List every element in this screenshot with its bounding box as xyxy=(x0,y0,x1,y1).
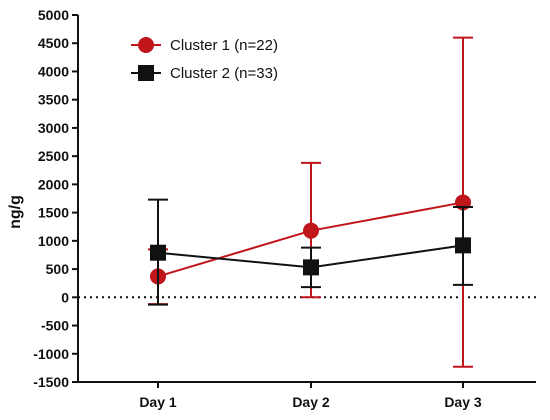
y-tick-label: -1500 xyxy=(33,374,69,390)
legend-marker xyxy=(138,65,154,81)
y-tick-label: 1000 xyxy=(38,233,69,249)
data-point xyxy=(455,237,471,254)
legend-item-2: Cluster 2 (n=33) xyxy=(131,65,278,82)
y-tick-label: 4500 xyxy=(38,35,69,51)
y-tick-label: -500 xyxy=(41,318,69,334)
legend-marker xyxy=(138,37,154,53)
y-tick-label: 4000 xyxy=(38,63,69,79)
y-axis-title: ng/g xyxy=(7,195,24,229)
data-point xyxy=(303,259,319,276)
y-tick-label: -1000 xyxy=(33,346,69,362)
series-1 xyxy=(148,36,473,368)
x-tick-label: Day 3 xyxy=(444,394,482,410)
x-tick-label: Day 1 xyxy=(139,394,177,410)
series-2 xyxy=(148,198,473,306)
y-tick-label: 3500 xyxy=(38,92,69,108)
legend-label: Cluster 2 (n=33) xyxy=(170,65,278,82)
x-tick-label: Day 2 xyxy=(292,394,330,410)
y-tick-label: 5000 xyxy=(38,7,69,23)
axes-layer: 5000450040003500300025002000150010005000… xyxy=(33,7,536,410)
y-tick-label: 2000 xyxy=(38,176,69,192)
legend-item-1: Cluster 1 (n=22) xyxy=(131,37,278,54)
legend: Cluster 1 (n=22) Cluster 2 (n=33) xyxy=(131,37,278,82)
y-tick-label: 3000 xyxy=(38,120,69,136)
y-tick-label: 0 xyxy=(61,289,69,305)
y-tick-label: 1500 xyxy=(38,205,69,221)
data-point xyxy=(150,244,166,261)
y-tick-label: 500 xyxy=(46,261,70,277)
y-tick-label: 2500 xyxy=(38,148,69,164)
data-point xyxy=(303,222,319,239)
series-layer xyxy=(148,36,473,368)
legend-label: Cluster 1 (n=22) xyxy=(170,37,278,54)
